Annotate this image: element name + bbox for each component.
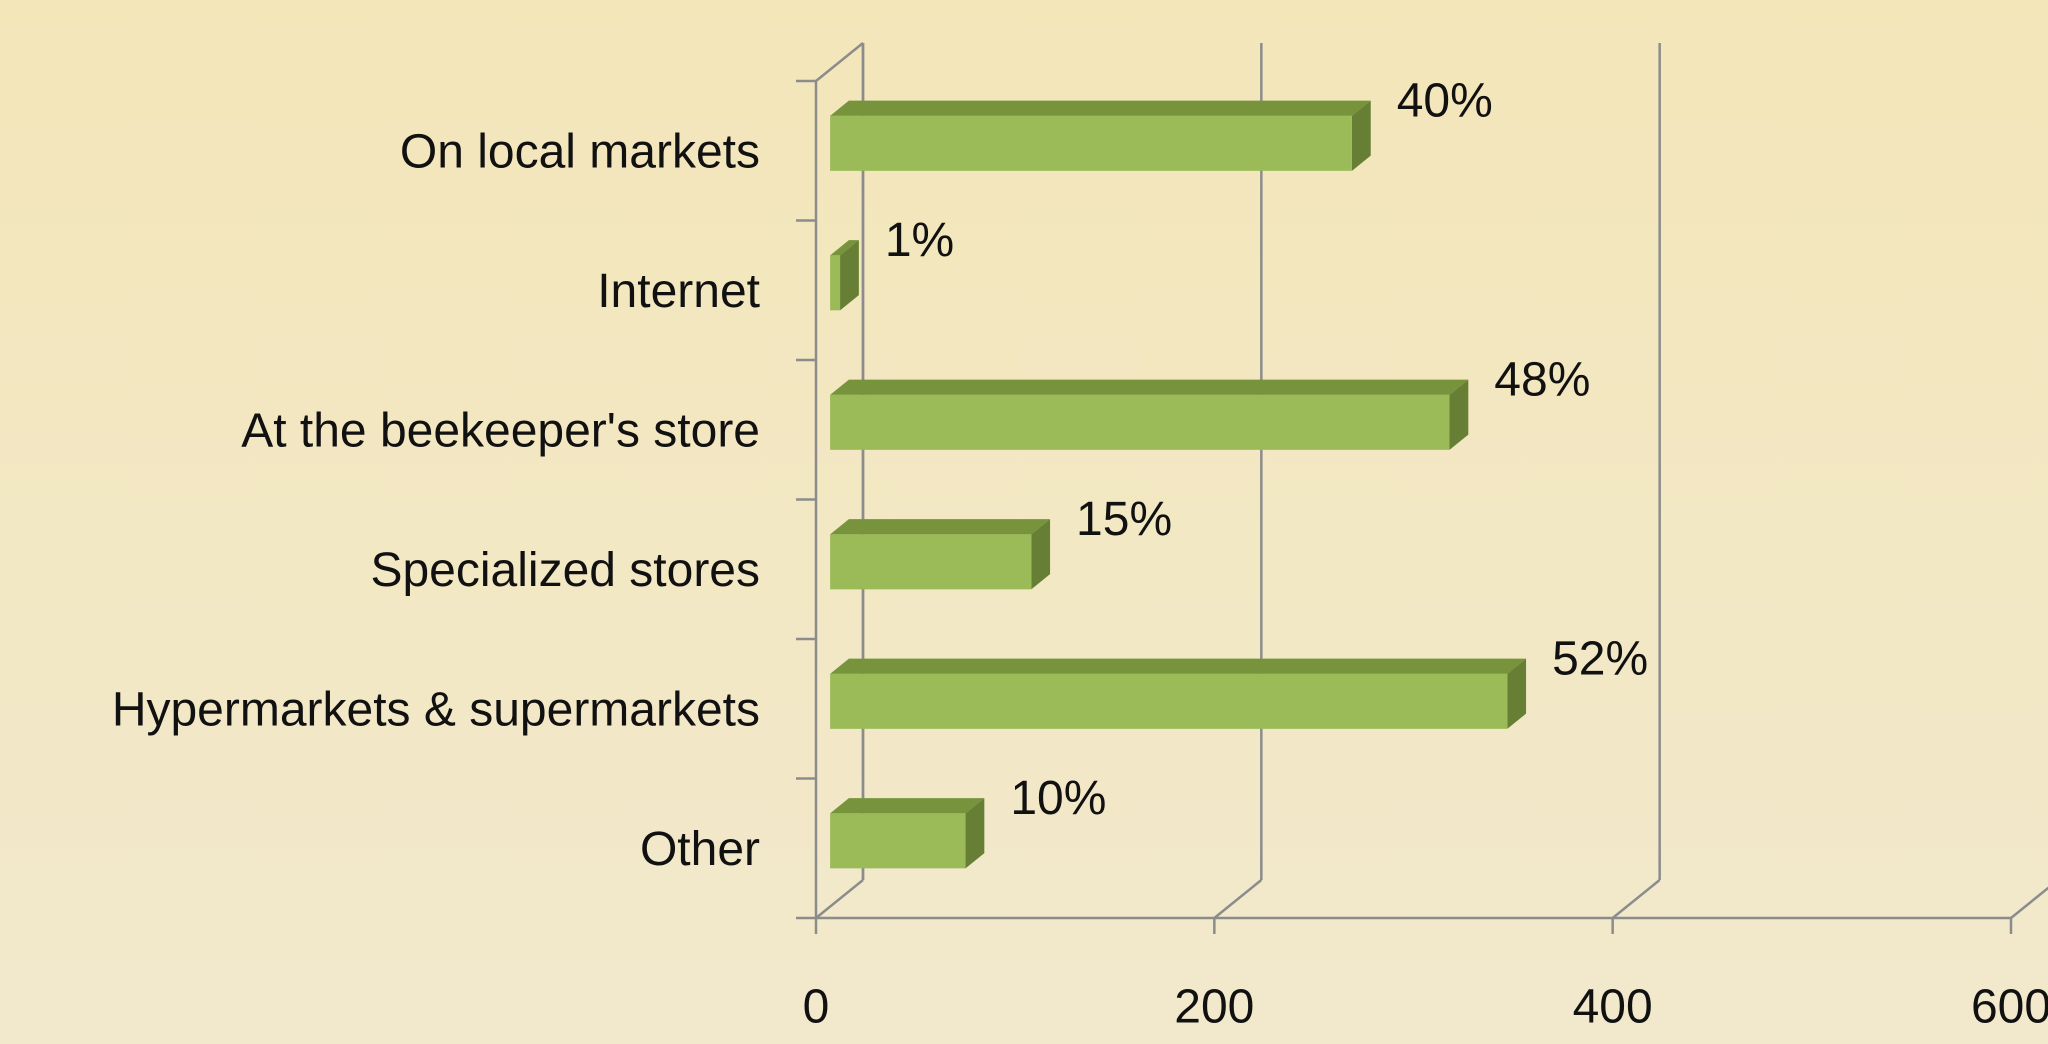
bar-side xyxy=(1351,100,1371,171)
grid-line xyxy=(1213,879,1263,919)
bar-annotation: 1% xyxy=(885,214,954,267)
wall-edge xyxy=(815,42,864,82)
x-tick-label: 0 xyxy=(803,981,830,1034)
bar-annotation: 15% xyxy=(1076,493,1172,546)
x-tick-label: 600 xyxy=(1971,981,2048,1034)
bar xyxy=(830,673,1508,729)
category-label: Hypermarkets & supermarkets xyxy=(112,683,760,736)
bar-side xyxy=(1507,658,1527,729)
category-label: Internet xyxy=(597,265,760,318)
bar-side xyxy=(840,240,859,311)
x-tick-label: 400 xyxy=(1573,981,1653,1034)
bar-side xyxy=(1031,519,1051,590)
bar xyxy=(830,115,1352,171)
grid-line xyxy=(1611,879,1661,919)
bar-annotation: 10% xyxy=(1010,772,1106,825)
bar-annotation: 52% xyxy=(1552,633,1648,686)
bar-side xyxy=(1449,379,1469,450)
bar xyxy=(830,534,1032,590)
bar-annotation: 48% xyxy=(1494,354,1590,407)
grid-line xyxy=(815,879,864,919)
category-label: At the beekeeper's store xyxy=(241,404,760,457)
x-tick-label: 200 xyxy=(1174,981,1254,1034)
bar xyxy=(830,813,966,869)
bar-top xyxy=(830,379,1469,395)
category-label: Specialized stores xyxy=(370,544,760,597)
bar-annotation: 40% xyxy=(1397,75,1493,128)
bar-top xyxy=(830,240,859,256)
bar-top xyxy=(830,519,1051,535)
category-label: On local markets xyxy=(400,125,760,178)
bar-top xyxy=(830,100,1371,116)
bar xyxy=(830,255,841,311)
bar-side xyxy=(965,798,985,869)
grid-line xyxy=(2010,886,2048,919)
category-label: Other xyxy=(640,823,760,876)
bar-top xyxy=(830,798,985,814)
bar xyxy=(830,394,1450,450)
bar-top xyxy=(830,658,1527,674)
